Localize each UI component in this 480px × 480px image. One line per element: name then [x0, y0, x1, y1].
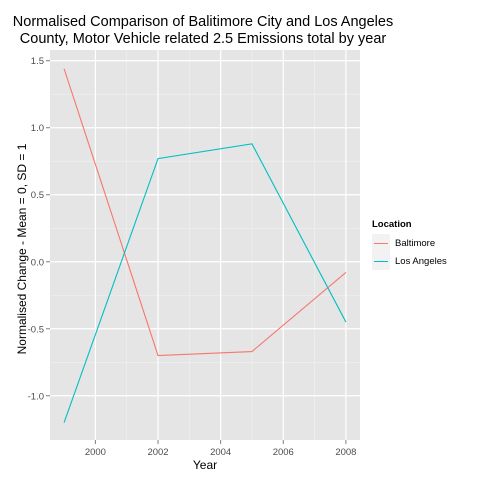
- x-tick-label: 2008: [335, 447, 356, 458]
- plot-panel: [50, 50, 360, 440]
- y-tick-label: 1.5: [31, 56, 44, 67]
- x-tick-label: 2002: [147, 447, 168, 458]
- y-tick-label: -1.0: [28, 391, 44, 402]
- series-line-los-angeles: [63, 143, 347, 423]
- series-line-baltimore: [63, 68, 347, 357]
- legend-label-los-angeles: Los Angeles: [395, 255, 447, 267]
- x-tick-label: 2004: [210, 447, 231, 458]
- x-axis-title: Year: [192, 458, 218, 472]
- legend-key-los-angeles: [372, 252, 390, 270]
- chart-title-line-2: County, Motor Vehicle related 2.5 Emissi…: [19, 31, 387, 47]
- legend-item-los-angeles: Los Angeles: [372, 252, 447, 270]
- legend-title: Location: [372, 219, 412, 230]
- y-tick-label: -0.5: [28, 324, 44, 335]
- y-tick-label: 0.5: [31, 190, 44, 201]
- legend-label-baltimore: Baltimore: [395, 237, 436, 249]
- chart-title-line-1: Normalised Comparison of Balitimore City…: [12, 14, 394, 30]
- legend: Location Baltimore Los Angeles: [372, 219, 447, 270]
- x-tick-label: 2000: [85, 447, 106, 458]
- x-tick-label: 2006: [273, 447, 294, 458]
- y-tick-label: 0.0: [31, 257, 44, 268]
- legend-item-baltimore: Baltimore: [372, 234, 447, 252]
- y-tick-label: 1.0: [31, 123, 44, 134]
- y-axis-title: Normalised Change - Mean = 0, SD = 1: [15, 143, 29, 355]
- legend-key-baltimore: [372, 234, 390, 252]
